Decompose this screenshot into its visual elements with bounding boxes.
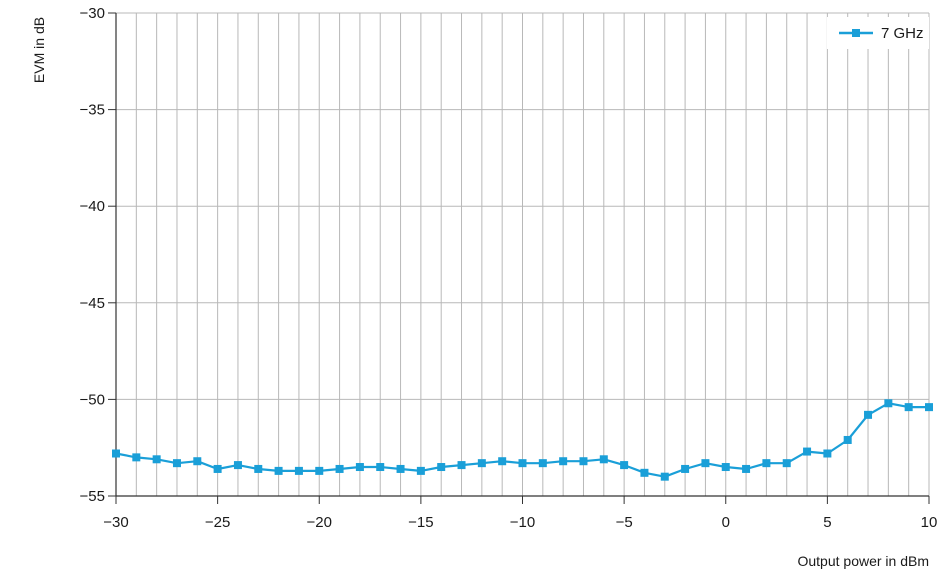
y-tick-label: −55	[80, 488, 105, 505]
data-point	[376, 463, 385, 472]
data-point	[884, 399, 893, 408]
data-point	[112, 449, 120, 458]
x-tick-label: 5	[823, 514, 831, 531]
data-point	[823, 449, 832, 458]
data-point	[762, 459, 771, 468]
data-point	[620, 461, 629, 470]
series-group	[112, 399, 933, 481]
data-point	[599, 455, 608, 464]
data-point	[660, 472, 669, 481]
data-point	[925, 403, 933, 412]
x-tick-label: −30	[103, 514, 128, 531]
data-point	[152, 455, 161, 464]
y-tick-labels: −55 −50 −45 −40 −35 −30	[80, 5, 116, 505]
legend: 7 GHz	[827, 17, 929, 49]
data-point	[742, 464, 751, 473]
x-tick-label: −25	[205, 514, 230, 531]
data-point	[396, 464, 405, 473]
legend-marker	[852, 29, 860, 37]
data-point	[457, 461, 466, 470]
data-point	[559, 457, 568, 466]
data-point	[132, 453, 141, 462]
data-point	[355, 463, 364, 472]
data-point	[477, 459, 486, 468]
data-point	[843, 435, 852, 444]
data-point	[640, 468, 649, 477]
data-point	[721, 463, 730, 472]
data-point	[518, 459, 527, 468]
data-point	[294, 466, 303, 475]
legend-label: 7 GHz	[881, 25, 924, 42]
vertical-gridlines	[135, 13, 930, 496]
x-tick-label: −20	[307, 514, 332, 531]
data-point	[416, 466, 425, 475]
data-point	[213, 464, 222, 473]
data-point	[274, 466, 283, 475]
data-point	[193, 457, 202, 466]
y-tick-label: −35	[80, 102, 105, 119]
data-point	[335, 464, 344, 473]
data-point	[782, 459, 791, 468]
x-tick-label: 0	[722, 514, 730, 531]
data-point	[579, 457, 588, 466]
x-axis-title: Output power in dBm	[797, 553, 929, 569]
x-tick-label: 10	[921, 514, 938, 531]
y-tick-label: −50	[80, 391, 105, 408]
data-point	[498, 457, 507, 466]
x-tick-label: −10	[510, 514, 535, 531]
data-point	[254, 464, 263, 473]
x-tick-label: −15	[408, 514, 433, 531]
data-point	[681, 464, 690, 473]
data-point	[701, 459, 710, 468]
y-tick-label: −30	[80, 5, 105, 22]
y-axis-title: EVM in dB	[31, 17, 47, 83]
data-point	[315, 466, 324, 475]
data-point	[172, 459, 181, 468]
y-tick-label: −40	[80, 198, 105, 215]
x-tick-label: −5	[616, 514, 633, 531]
y-tick-label: −45	[80, 295, 105, 312]
x-tick-labels: −30 −25 −20 −15 −10 −5 0 5 10	[103, 496, 937, 531]
data-point	[233, 461, 242, 470]
data-point	[538, 459, 547, 468]
horizontal-gridlines	[116, 12, 929, 400]
data-point	[437, 463, 446, 472]
data-point	[864, 410, 873, 419]
data-point	[803, 447, 812, 456]
data-point	[904, 403, 913, 412]
